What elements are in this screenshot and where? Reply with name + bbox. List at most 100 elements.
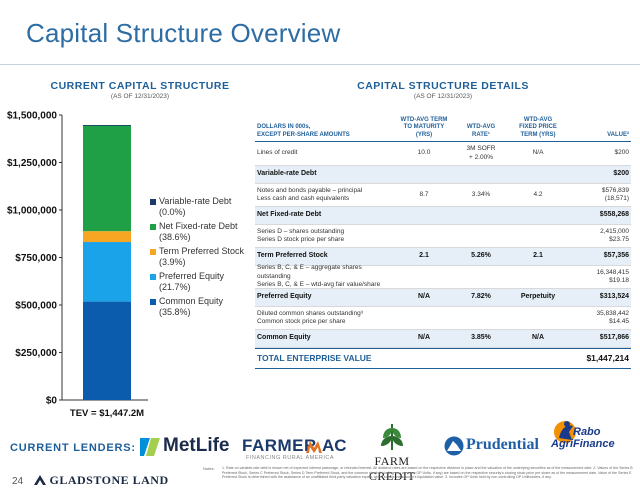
title-divider (0, 64, 640, 65)
table-row: Diluted common shares outstanding³ Commo… (255, 307, 631, 330)
table-cell: $313,524 (599, 293, 629, 301)
bar-segment-variable-rate-debt (83, 125, 131, 126)
rabo-rider-icon (554, 421, 576, 443)
table-cell: Variable-rate Debt (257, 170, 317, 178)
y-tick-label: $750,000 (15, 253, 57, 264)
farmer-mac-logo: FARMER AC FINANCING RURAL AMERICA (242, 436, 347, 466)
table-cell: $517,866 (599, 334, 629, 342)
legend-item: Variable-rate Debt (0.0%) (150, 196, 260, 218)
table-cell: Net Fixed-rate Debt (257, 211, 322, 219)
capital-structure-details-table: DOLLARS IN 000s, EXCEPT PER-SHARE AMOUNT… (255, 112, 631, 369)
table-row: Notes and bonds payable – principal Less… (255, 184, 631, 207)
table-cell: 2.1 (419, 252, 429, 260)
legend-label: Net Fixed-rate Debt (38.6%) (159, 221, 238, 242)
rabo-agrifinance-logo: Rabo AgriFinance (543, 418, 638, 466)
bar-segment-net-fixed-rate-debt (83, 125, 131, 232)
x-category-label: TEV = $1,447.2M (70, 408, 144, 419)
bar-segment-preferred-equity (83, 242, 131, 302)
table-cell: $1,447,214 (586, 353, 629, 364)
farmer-mac-text: FARMER (242, 436, 317, 455)
metlife-logo: MetLife (138, 434, 230, 462)
table-cell: 2.1 (533, 252, 543, 260)
prudential-text: Prudential (466, 436, 539, 453)
y-tick-label: $500,000 (15, 301, 57, 312)
legend-swatch (150, 224, 156, 230)
table-cell: 35,838,442 $14.45 (596, 309, 629, 326)
table-cell: $576,839 (18,571) (601, 186, 629, 203)
table-cell: $558,268 (599, 211, 629, 219)
table-summary-row: Term Preferred Stock 2.1 5.26% 2.1 $57,356 (255, 248, 631, 266)
table-cell: Lines of credit (257, 149, 298, 157)
legend-item: Net Fixed-rate Debt (38.6%) (150, 221, 260, 243)
table-cell: 10.0 (417, 149, 431, 157)
table-cell: 3.85% (471, 334, 491, 342)
table-row: Lines of credit 10.0 3M SOFR + 2.00% N/A $20… (255, 142, 631, 166)
legend-item: Preferred Equity (21.7%) (150, 271, 260, 293)
metlife-mark-icon (140, 438, 160, 456)
right-section-title: CAPITAL STRUCTURE DETAILS (357, 80, 529, 92)
table-cell: 3.34% (471, 190, 491, 198)
table-cell: 2,415,000 $23.75 (600, 227, 629, 244)
table-cell: N/A (417, 334, 431, 342)
y-tick-label: $250,000 (15, 348, 57, 359)
table-row: Series D – shares outstanding Series D s… (255, 225, 631, 248)
header-value: VALUE² (607, 131, 629, 138)
legend-swatch (150, 199, 156, 205)
prudential-logo: Prudential (444, 434, 539, 462)
farm-credit-logo: FARM CREDIT (350, 422, 434, 483)
table-cell: Diluted common shares outstanding³ Commo… (257, 309, 363, 326)
y-tick-label: $1,250,000 (7, 158, 57, 169)
header-rate: WTD-AVG RATE¹ (466, 124, 496, 138)
table-cell: Common Equity (257, 334, 311, 342)
table-cell: Notes and bonds payable – principal Less… (257, 186, 363, 203)
legend-swatch (150, 299, 156, 305)
table-summary-row: Common Equity N/A 3.85% N/A $517,866 (255, 330, 631, 348)
table-cell: Perpetuity (520, 293, 556, 301)
table-cell: Term Preferred Stock (257, 252, 328, 260)
table-cell: $200 (613, 170, 629, 178)
gladstone-land-logo: GLADSTONE LAND (34, 473, 169, 488)
farmer-mac-mac-text: AC (322, 436, 347, 455)
table-cell: TOTAL ENTERPRISE VALUE (257, 353, 372, 364)
table-cell: 5.26% (471, 252, 491, 260)
table-cell: 7.82% (471, 293, 491, 301)
page-title: Capital Structure Overview (26, 18, 341, 48)
legend-swatch (150, 249, 156, 255)
notes-label: Notes: (203, 466, 215, 471)
table-summary-row: Preferred Equity N/A 7.82% Perpetuity $313,5… (255, 289, 631, 307)
farmer-mac-tagline: FINANCING RURAL AMERICA (246, 455, 335, 461)
table-cell: N/A (417, 293, 431, 301)
table-row: Series B, C, & E – aggregate shares outs… (255, 264, 631, 289)
prudential-rock-icon (444, 436, 464, 456)
legend-label: Term Preferred Stock (3.9%) (159, 246, 245, 267)
legend-swatch (150, 274, 156, 280)
table-cell: Series D – shares outstanding Series D s… (257, 227, 345, 244)
table-summary-row: Variable-rate Debt $200 (255, 166, 631, 184)
left-section-subtitle: (AS OF 12/31/2023) (110, 93, 170, 100)
table-cell: Preferred Equity (257, 293, 312, 301)
gladstone-mark-icon (34, 475, 46, 485)
footnotes: 1. Rate on variable-rate debt is shown n… (222, 466, 633, 480)
left-section-title: CURRENT CAPITAL STRUCTURE (50, 80, 230, 92)
table-cell: N/A (532, 149, 544, 157)
chart-legend: Variable-rate Debt (0.0%) Net Fixed-rate D… (150, 196, 260, 321)
table-cell: 16,348,415 $19.18 (596, 268, 629, 285)
header-term-to-maturity: WTD-AVG TERM TO MATURITY (YRS) (400, 116, 448, 138)
legend-item: Common Equity (35.8%) (150, 296, 260, 318)
table-cell: $57,356 (603, 252, 629, 260)
table-cell: Series B, C, & E – aggregate shares outs… (257, 264, 381, 289)
y-tick-label: $1,000,000 (7, 206, 57, 217)
page-number: 24 (12, 476, 24, 487)
gladstone-land-text: GLADSTONE LAND (49, 473, 169, 487)
farm-credit-text: FARM CREDIT (368, 454, 416, 483)
table-cell: N/A (531, 334, 545, 342)
rabo-text: Rabo (573, 426, 601, 438)
table-total-row: TOTAL ENTERPRISE VALUE $1,447,214 (255, 348, 631, 369)
table-cell: 3M SOFR + 2.00% (466, 145, 496, 161)
header-fixed-price-term: WTD-AVG FIXED PRICE TERM (YRS) (519, 116, 557, 138)
legend-item: Term Preferred Stock (3.9%) (150, 246, 260, 268)
table-cell: 8.7 (419, 190, 429, 198)
right-section-subtitle: (AS OF 12/31/2023) (413, 93, 473, 100)
table-summary-row: Net Fixed-rate Debt $558,268 (255, 207, 631, 225)
capital-structure-chart: $0 $250,000 $500,000 $750,000 $1,000,000 $1,2… (7, 111, 148, 419)
